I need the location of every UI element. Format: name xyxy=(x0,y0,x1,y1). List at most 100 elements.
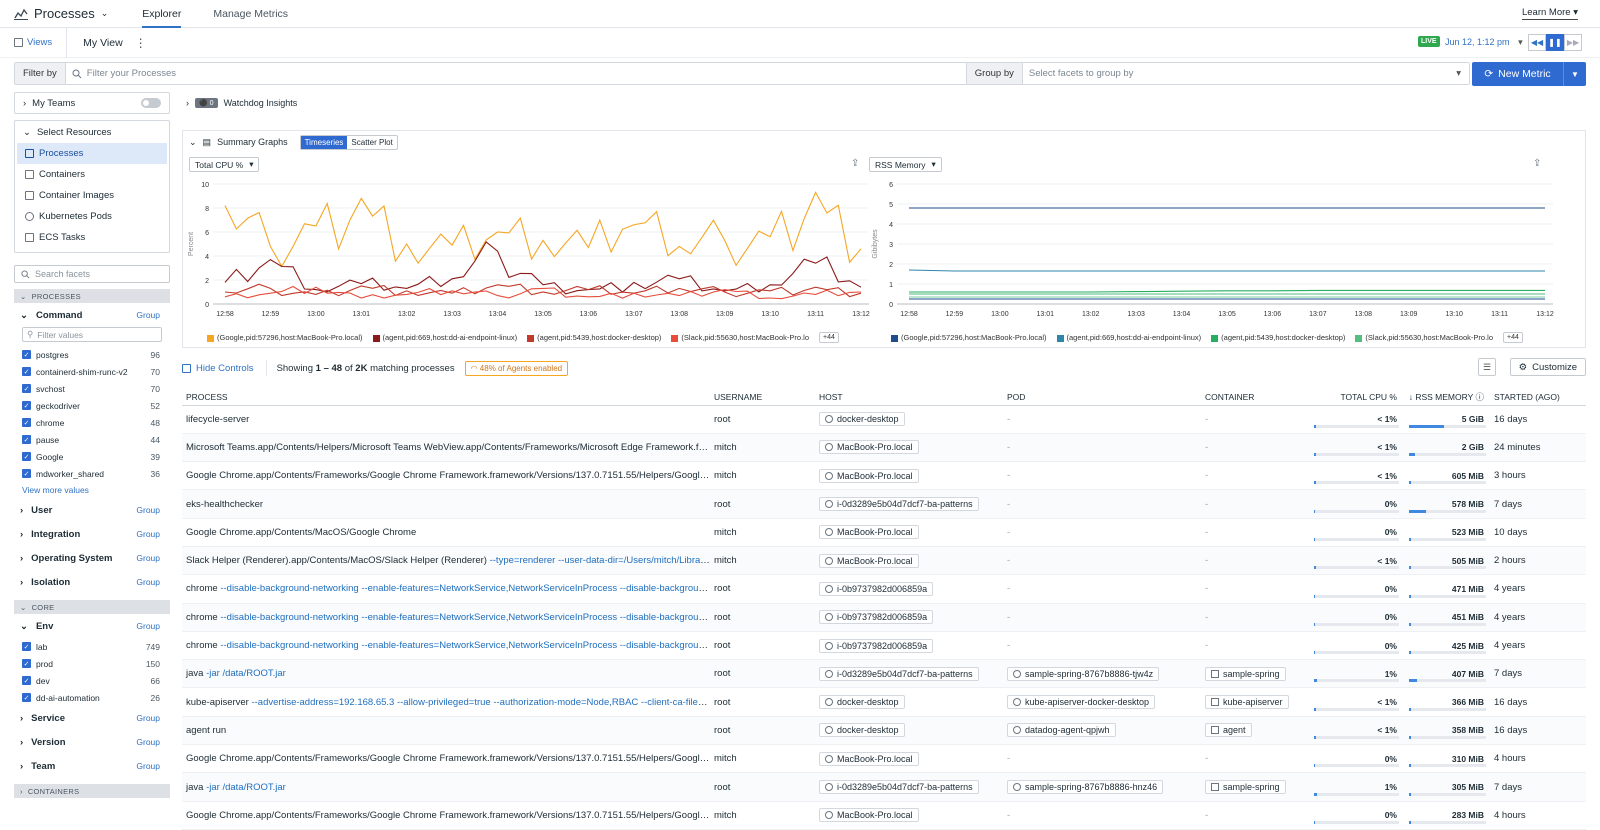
timeseries-tab[interactable]: Timeseries xyxy=(300,135,348,149)
table-row[interactable]: chrome --disable-background-networking -… xyxy=(182,574,1586,604)
checkbox-checked-icon[interactable]: ✓ xyxy=(22,469,31,478)
pause-button[interactable]: ❚❚ xyxy=(1546,34,1564,51)
share-icon[interactable]: ⇪ xyxy=(851,158,860,169)
customize-button[interactable]: ⚙ Customize xyxy=(1509,358,1586,376)
scatter-plot-tab[interactable]: Scatter Plot xyxy=(351,137,393,147)
group-by-select[interactable]: Select facets to group by ▾ xyxy=(1022,63,1469,84)
checkbox-checked-icon[interactable]: ✓ xyxy=(22,693,31,702)
new-metric-main[interactable]: ⟳ New Metric xyxy=(1472,62,1564,86)
host-tag[interactable]: i-0b9737982d006859a xyxy=(819,610,934,625)
search-facets-input[interactable]: Search facets xyxy=(14,265,170,283)
host-tag[interactable]: MacBook-Pro.local xyxy=(819,751,919,766)
col-pod[interactable]: POD xyxy=(1003,389,1201,406)
facet-isolation[interactable]: › Isolation Group xyxy=(14,570,170,594)
legend-more-button[interactable]: +44 xyxy=(819,332,839,343)
host-tag[interactable]: MacBook-Pro.local xyxy=(819,553,919,568)
group-button[interactable]: Group xyxy=(136,505,160,515)
learn-more-button[interactable]: Learn More ▾ xyxy=(1521,7,1578,20)
facet-value[interactable]: ✓ svchost 70 xyxy=(14,380,170,397)
filter-field[interactable]: Filter your Processes xyxy=(65,63,966,84)
group-button[interactable]: Group xyxy=(136,761,160,771)
host-tag[interactable]: docker-desktop xyxy=(819,412,905,427)
forward-button[interactable]: ▶▶ xyxy=(1564,34,1582,51)
columns-icon[interactable]: ☰ xyxy=(1478,358,1496,376)
resource-container-images[interactable]: Container Images xyxy=(17,185,167,206)
container-tag[interactable]: sample-spring xyxy=(1205,780,1286,794)
checkbox-checked-icon[interactable]: ✓ xyxy=(22,676,31,685)
table-row[interactable]: Microsoft Teams.app/Contents/Helpers/Mic… xyxy=(182,433,1586,463)
my-view-label[interactable]: My View xyxy=(83,36,123,49)
checkbox-checked-icon[interactable]: ✓ xyxy=(22,418,31,427)
container-tag[interactable]: agent xyxy=(1205,723,1252,738)
resource-containers[interactable]: Containers xyxy=(17,164,167,185)
section-containers[interactable]: › CONTAINERS xyxy=(14,784,170,798)
table-row[interactable]: Google Chrome.app/Contents/MacOS/Google … xyxy=(182,518,1586,547)
group-button[interactable]: Group xyxy=(136,577,160,587)
host-tag[interactable]: i-0d3289e5b04d7dcf7-ba-patterns xyxy=(819,666,979,681)
filter-values-input[interactable]: ⚲ Filter values xyxy=(22,327,162,342)
legend-item[interactable]: (Google,pid:57296,host:MacBook-Pro.local… xyxy=(207,333,363,342)
cpu-metric-select[interactable]: Total CPU % ▾ xyxy=(189,157,260,172)
section-processes[interactable]: ⌄ PROCESSES xyxy=(14,289,170,303)
table-row[interactable]: Slack Helper (Renderer).app/Contents/Mac… xyxy=(182,546,1586,576)
time-selector[interactable]: Jun 12, 1:12 pm ▾ xyxy=(1445,37,1523,48)
facet-version[interactable]: › Version Group xyxy=(14,730,170,754)
facet-service[interactable]: › Service Group xyxy=(14,706,170,730)
table-row[interactable]: kube-apiserver --advertise-address=192.1… xyxy=(182,687,1586,717)
share-icon[interactable]: ⇪ xyxy=(1533,158,1542,169)
facet-value[interactable]: ✓ geckodriver 52 xyxy=(14,397,170,414)
resource-kubernetes-pods[interactable]: Kubernetes Pods xyxy=(17,206,167,227)
checkbox-checked-icon[interactable]: ✓ xyxy=(22,642,31,651)
group-button[interactable]: Group xyxy=(136,621,160,631)
chevron-down-icon[interactable]: ⌄ xyxy=(189,136,197,147)
facet-value[interactable]: ✓ lab 749 xyxy=(14,638,170,655)
table-row[interactable]: Google Chrome.app/Contents/Frameworks/Go… xyxy=(182,744,1586,774)
checkbox-checked-icon[interactable]: ✓ xyxy=(22,659,31,668)
host-tag[interactable]: MacBook-Pro.local xyxy=(819,468,919,483)
memory-metric-select[interactable]: RSS Memory ▾ xyxy=(869,157,942,172)
my-teams-toggle[interactable] xyxy=(141,98,161,108)
table-row[interactable]: eks-healthchecker root i-0d3289e5b04d7dcf7… xyxy=(182,489,1586,519)
host-tag[interactable]: docker-desktop xyxy=(819,723,905,738)
container-tag[interactable]: sample-spring xyxy=(1205,666,1286,681)
col-process[interactable]: PROCESS xyxy=(182,389,710,406)
pod-tag[interactable]: sample-spring-8767b8886-hnz46 xyxy=(1007,780,1164,794)
resource-ecs-tasks[interactable]: ECS Tasks xyxy=(17,227,167,248)
pod-tag[interactable]: kube-apiserver-docker-desktop xyxy=(1007,695,1156,710)
tab-explorer[interactable]: Explorer xyxy=(142,0,182,28)
facet-value[interactable]: ✓ containerd-shim-runc-v2 70 xyxy=(14,363,170,380)
facet-command[interactable]: ⌄ Command Group xyxy=(14,303,170,327)
checkbox-checked-icon[interactable]: ✓ xyxy=(22,452,31,461)
group-button[interactable]: Group xyxy=(136,553,160,563)
facet-team[interactable]: › Team Group xyxy=(14,754,170,778)
col-username[interactable]: USERNAME xyxy=(710,389,815,406)
tab-manage-metrics[interactable]: Manage Metrics xyxy=(213,7,289,20)
pod-tag[interactable]: datadog-agent-qpjwh xyxy=(1007,723,1116,738)
facet-value[interactable]: ✓ mdworker_shared 36 xyxy=(14,465,170,482)
checkbox-checked-icon[interactable]: ✓ xyxy=(22,350,31,359)
host-tag[interactable]: MacBook-Pro.local xyxy=(819,440,919,455)
legend-item[interactable]: (agent,pid:669,host:dd-ai-endpoint-linux… xyxy=(372,333,517,342)
hide-controls-button[interactable]: Hide Controls xyxy=(182,360,267,376)
group-button[interactable]: Group xyxy=(136,713,160,723)
group-button[interactable]: Group xyxy=(136,529,160,539)
checkbox-checked-icon[interactable]: ✓ xyxy=(22,367,31,376)
legend-item[interactable]: (agent,pid:5439,host:docker-desktop) xyxy=(527,333,661,342)
pod-tag[interactable]: sample-spring-8767b8886-tjw4z xyxy=(1007,666,1160,681)
col-container[interactable]: CONTAINER xyxy=(1201,389,1308,406)
checkbox-checked-icon[interactable]: ✓ xyxy=(22,384,31,393)
table-row[interactable]: java -jar /data/ROOT.jar root i-0d3289e5b0… xyxy=(182,772,1586,802)
table-row[interactable]: chrome --disable-background-networking -… xyxy=(182,603,1586,632)
legend-item[interactable]: (agent,pid:5439,host:docker-desktop) xyxy=(1211,333,1345,342)
table-row[interactable]: java -jar /data/ROOT.jar root i-0d3289e5b0… xyxy=(182,659,1586,689)
container-tag[interactable]: kube-apiserver xyxy=(1205,695,1289,710)
col-host[interactable]: HOST xyxy=(815,389,1003,406)
host-tag[interactable]: MacBook-Pro.local xyxy=(819,808,919,823)
table-row[interactable]: Google Chrome.app/Contents/Frameworks/Go… xyxy=(182,461,1586,491)
legend-item[interactable]: (Slack,pid:55630,host:MacBook-Pro.lo xyxy=(671,333,809,342)
col-total-cpu[interactable]: TOTAL CPU % xyxy=(1308,389,1403,406)
section-core[interactable]: ⌄ CORE xyxy=(14,600,170,614)
views-button[interactable]: Views xyxy=(14,27,68,58)
host-tag[interactable]: i-0d3289e5b04d7dcf7-ba-patterns xyxy=(819,497,979,512)
table-row[interactable]: chrome --disable-background-networking -… xyxy=(182,631,1586,661)
